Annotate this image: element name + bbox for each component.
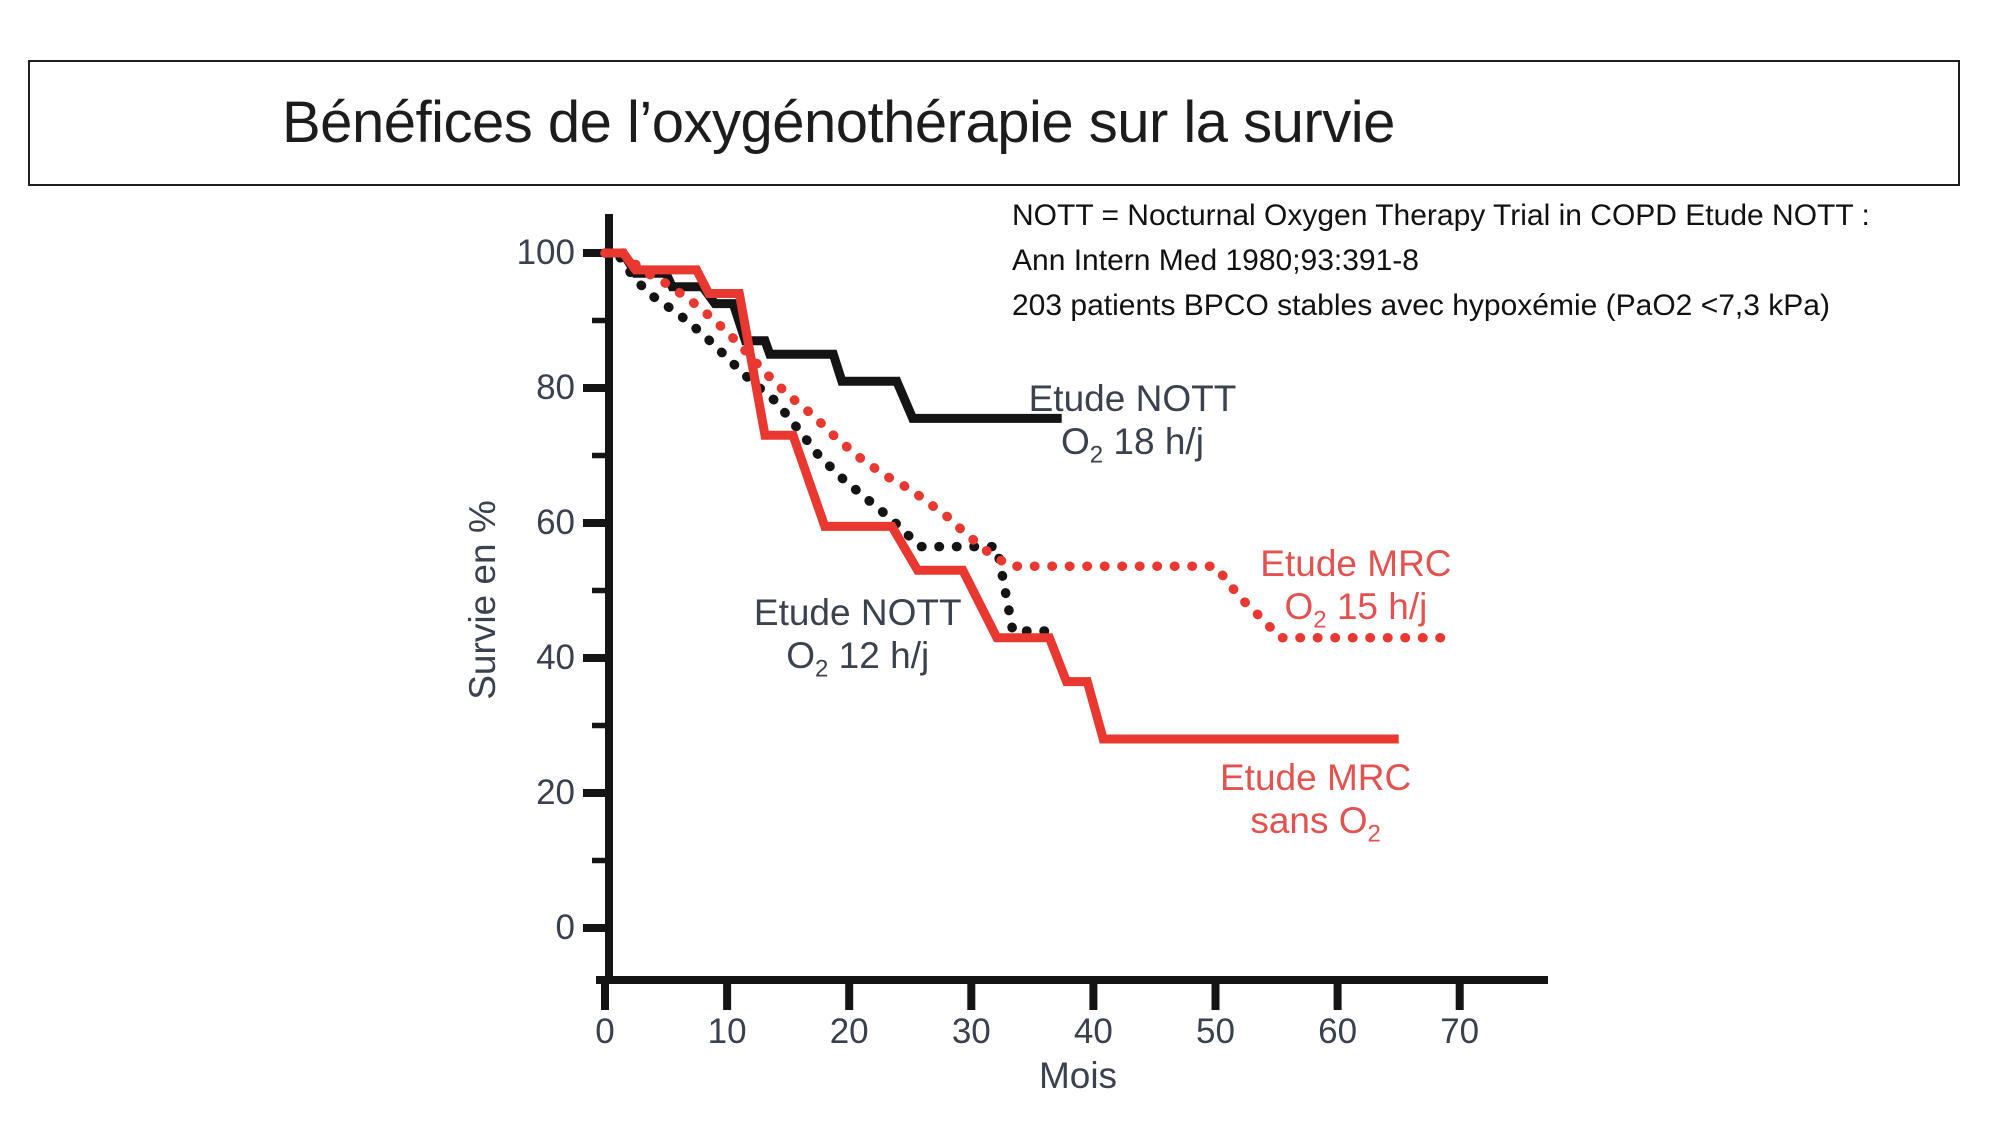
x-tick-label: 30 — [951, 1012, 991, 1051]
curve-label-line2: sans O2 — [1146, 799, 1486, 855]
o2-subscript: 2 — [815, 655, 829, 683]
annotation-line-2: Ann Intern Med 1980;93:391-8 — [1012, 244, 1419, 277]
hours-text: 12 h/j — [828, 634, 930, 676]
curve-etude-mrc-o-15-h-j — [600, 248, 1447, 643]
curve-etude-nott-o-12-h-j — [600, 248, 1052, 636]
x-axis-title: Mois — [1038, 1055, 1118, 1096]
o2-text: sans O — [1250, 800, 1368, 842]
curve-label-line2: O2 15 h/j — [1186, 585, 1526, 641]
hours-text: 15 h/j — [1326, 586, 1428, 628]
annotation-block: NOTT = Nocturnal Oxygen Therapy Trial in… — [1012, 193, 1870, 328]
y-tick-label: 40 — [536, 638, 575, 677]
o2-text: O — [1061, 420, 1090, 462]
slide-title: Bénéfices de l’oxygénothérapie sur la su… — [282, 90, 1395, 155]
annotation-line-1: NOTT = Nocturnal Oxygen Therapy Trial in… — [1012, 199, 1870, 232]
o2-text: O — [786, 634, 816, 676]
y-tick-label: 20 — [536, 773, 575, 812]
o2-subscript: 2 — [1089, 441, 1104, 469]
y-tick-label: 80 — [536, 368, 575, 407]
y-tick-label: 60 — [536, 503, 575, 542]
curve-label-line1: Etude MRC — [1219, 757, 1412, 799]
curve-etude-mrc-sans-o- — [605, 248, 1399, 744]
x-tick-label: 40 — [1073, 1012, 1113, 1051]
curve-label-line2: O2 12 h/j — [688, 634, 1028, 690]
curve-label-mrcsans: Etude MRC sans O2 — [1146, 756, 1486, 855]
curve-label-line1: Etude MRC — [1260, 543, 1452, 585]
y-tick-label: 0 — [555, 908, 575, 947]
hours-text: 18 h/j — [1103, 420, 1204, 462]
x-tick-label: 50 — [1196, 1012, 1235, 1051]
y-tick-label: 100 — [516, 233, 575, 272]
curve-label-nott18: Etude NOTT O2 18 h/j — [962, 377, 1302, 476]
x-tick-label: 10 — [707, 1012, 747, 1051]
y-axis-title: Survie en % — [462, 500, 503, 700]
o2-text: O — [1284, 586, 1314, 628]
x-tick-label: 70 — [1440, 1012, 1480, 1051]
o2-subscript: 2 — [1313, 606, 1327, 634]
x-tick-label: 0 — [595, 1012, 615, 1051]
o2-subscript: 2 — [1367, 820, 1381, 848]
title-box: Bénéfices de l’oxygénothérapie sur la su… — [28, 60, 1960, 186]
curve-label-line2: O2 18 h/j — [962, 420, 1302, 476]
curve-label-mrc15: Etude MRC O2 15 h/j — [1186, 542, 1526, 641]
annotation-line-3: 203 patients BPCO stables avec hypoxémie… — [1012, 289, 1830, 322]
curve-label-line1: Etude NOTT — [1028, 377, 1237, 419]
curve-label-nott12: Etude NOTT O2 12 h/j — [688, 591, 1028, 690]
curve-label-line1: Etude NOTT — [753, 591, 962, 633]
x-tick-label: 60 — [1318, 1012, 1358, 1051]
x-tick-label: 20 — [829, 1012, 869, 1051]
